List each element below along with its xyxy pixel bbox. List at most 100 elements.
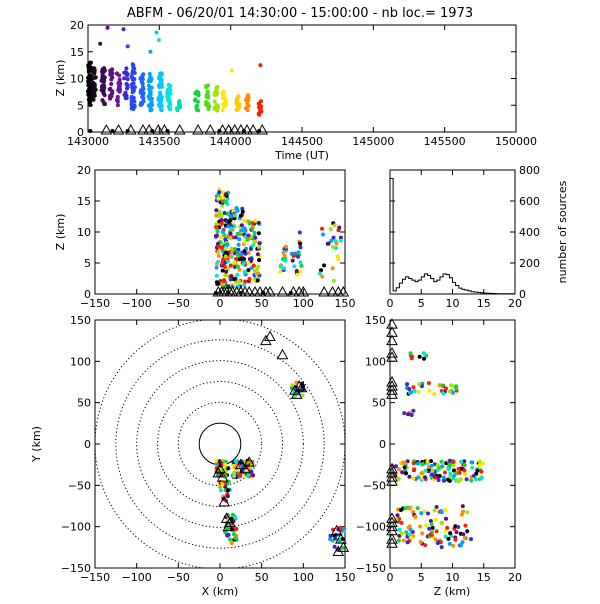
x-z-xtick-label: −50 — [167, 297, 190, 310]
time-height-xtick-label: 144500 — [281, 135, 323, 148]
z-y-triangle — [386, 537, 398, 548]
plan-view-ytick-label: 100 — [70, 355, 91, 368]
time-height-ground-dot — [241, 129, 246, 133]
z-y-xtick-label: 15 — [477, 571, 491, 584]
time-height-point — [102, 93, 107, 98]
time-height-point — [215, 84, 220, 89]
x-z-point — [217, 190, 222, 195]
time-height-ground-dot — [125, 129, 130, 133]
time-height-point — [123, 70, 128, 75]
plan-view-xlabel: X (km) — [202, 585, 239, 598]
plan-view-ytick-label: 0 — [84, 438, 91, 451]
z-y-point — [448, 475, 453, 479]
z-y-point — [397, 533, 402, 538]
range-ring — [115, 339, 325, 549]
x-z-point — [328, 227, 333, 232]
time-height-point — [91, 82, 96, 87]
plan-view-point — [228, 537, 232, 542]
time-height-xtick-label: 145000 — [352, 135, 394, 148]
x-z-point — [322, 263, 326, 268]
x-z-point — [331, 278, 336, 283]
z-y-triangle — [386, 520, 398, 532]
z-y-point — [396, 477, 401, 481]
x-z-ground-triangle — [243, 285, 256, 297]
z-y-point — [448, 471, 453, 476]
plan-view-ytick-label: −100 — [61, 521, 91, 534]
z-y-point — [469, 537, 473, 542]
figure-title: ABFM - 06/20/01 14:30:00 - 15:00:00 - nb… — [127, 6, 473, 21]
z-y-point — [411, 408, 416, 413]
time-height-point — [222, 102, 227, 107]
x-z-point — [215, 229, 220, 234]
z-y-ytick-label: −100 — [356, 521, 386, 534]
x-z-point — [335, 254, 340, 259]
z-y-point — [411, 476, 416, 481]
z-y-point — [429, 459, 433, 464]
time-height-point — [130, 62, 135, 67]
z-y-point — [411, 461, 416, 466]
x-z-point — [224, 192, 229, 197]
plan-view-ytick-label: 150 — [70, 314, 91, 327]
x-z-point — [283, 258, 288, 263]
x-z-point — [334, 246, 338, 250]
time-height-point — [114, 98, 119, 103]
time-height-point — [175, 108, 180, 113]
z-y-point — [435, 468, 440, 473]
time-height-point — [129, 82, 134, 87]
time-height-point — [91, 97, 96, 102]
x-z-point — [214, 273, 219, 278]
time-height-point — [130, 69, 135, 74]
plan-view-point — [232, 515, 237, 520]
z-y-point — [420, 462, 425, 467]
time-height-point — [259, 109, 264, 114]
z-y-triangle — [386, 375, 398, 387]
plan-view-point — [225, 494, 230, 499]
time-height-point — [140, 101, 145, 106]
x-z-point — [298, 269, 303, 274]
time-height-point — [148, 93, 153, 97]
plan-view-triangle — [212, 466, 225, 478]
z-y-point — [422, 509, 427, 514]
z-y-triangle — [386, 471, 398, 482]
x-z-point — [216, 259, 221, 264]
z-y-point — [405, 540, 410, 545]
z-y-point — [409, 535, 414, 540]
x-z-point — [241, 261, 246, 266]
x-z-point — [232, 260, 237, 265]
x-z-point — [236, 242, 241, 247]
z-y-point — [409, 356, 414, 361]
time-height-point — [157, 75, 162, 80]
z-y-point — [446, 467, 451, 472]
z-y-point — [457, 470, 462, 475]
z-y-point — [448, 531, 453, 536]
time-height-point — [132, 85, 137, 90]
plan-view-triangle — [259, 334, 272, 346]
x-z-ground-triangle — [297, 285, 310, 297]
time-height-point — [87, 84, 92, 89]
plan-view-point — [231, 532, 236, 537]
x-z-ground-dot — [288, 291, 293, 295]
z-y-point — [449, 383, 454, 388]
time-height-point — [234, 107, 239, 112]
z-y-point — [475, 468, 480, 473]
x-z-xtick-label: −150 — [80, 297, 110, 310]
time-height-xtick-label: 150000 — [495, 135, 537, 148]
z-y-point — [428, 532, 433, 537]
x-z-panel: Z (km) −150 −100 −50 0 50 100 150 0 5 10 15 20 — [54, 164, 356, 310]
z-y-point — [399, 531, 404, 536]
z-y-point — [462, 463, 467, 467]
x-z-point — [256, 231, 261, 236]
x-z-ground-triangle — [276, 285, 289, 297]
z-y-point — [477, 459, 482, 464]
histogram-xtick-label: 0 — [387, 297, 394, 310]
time-height-ground-dot — [88, 129, 93, 133]
histogram-ytick-label: 200 — [519, 257, 540, 270]
x-z-point — [256, 220, 261, 225]
x-z-point — [242, 282, 247, 287]
z-y-point — [433, 517, 438, 522]
time-height-ground-triangle — [173, 123, 186, 135]
x-z-point — [338, 238, 343, 243]
time-height-point — [258, 63, 263, 68]
time-height-point — [86, 97, 91, 102]
